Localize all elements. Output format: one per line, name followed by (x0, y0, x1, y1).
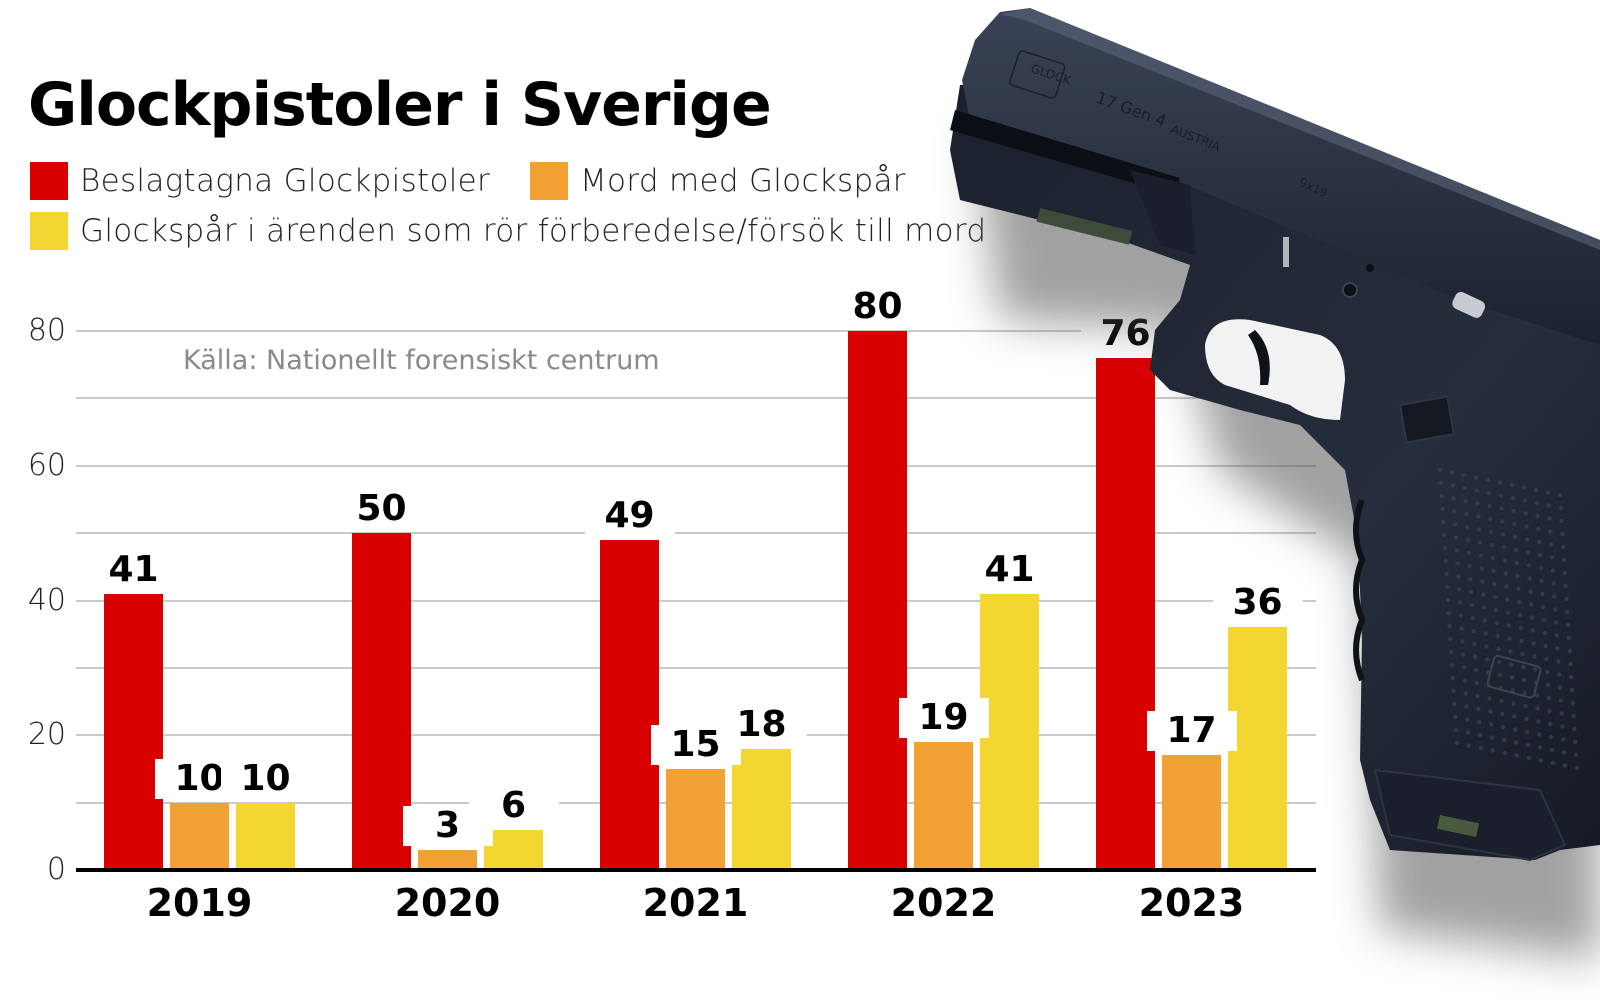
bar-value-label: 41 (88, 549, 179, 590)
legend-swatch-yellow (30, 212, 68, 250)
bar-2023-series-0 (1096, 357, 1155, 870)
bar-2021-series-1 (666, 768, 725, 870)
gridline (76, 464, 1316, 467)
bar-2019-series-1 (170, 802, 229, 870)
bar-value-label: 41 (964, 549, 1055, 590)
bar-value-label: 18 (716, 704, 807, 745)
legend-label: Beslagtagna Glockpistoler (80, 163, 491, 199)
bar-value-label: 6 (468, 785, 559, 826)
x-axis-tick-label: 2023 (1138, 881, 1245, 925)
legend-label: Glockspår i ärenden som rör förberedelse… (80, 213, 987, 249)
bar-value-label: 80 (832, 287, 923, 327)
chart-title: Glockpistoler i Sverige (28, 70, 772, 140)
gridline (76, 330, 1316, 332)
bar-value-label: 49 (584, 495, 675, 536)
legend-label: Mord med Glockspår (580, 163, 906, 199)
bar-2019-series-2 (236, 802, 295, 870)
y-axis-tick-label: 60 (27, 447, 66, 483)
gridline (76, 599, 1316, 602)
bar-2023-series-2 (1228, 627, 1287, 870)
legend-item-attempted-murder: Glockspår i ärenden som rör förberedelse… (30, 212, 986, 250)
gridline (76, 666, 1316, 669)
bar-value-label: 36 (1212, 583, 1303, 624)
bar-value-label: 15 (650, 724, 741, 765)
legend-item-murder: Mord med Glockspår (530, 162, 906, 200)
legend-swatch-orange (530, 162, 568, 200)
bar-2022-series-1 (914, 741, 973, 870)
bar-value-label: 17 (1146, 711, 1237, 752)
legend-swatch-red (30, 162, 68, 200)
legend-item-seized: Beslagtagna Glockpistoler (30, 162, 490, 200)
y-axis-tick-label: 0 (46, 852, 66, 887)
gridline (76, 532, 1316, 535)
bar-2019-series-0 (104, 593, 163, 870)
y-axis-tick-label: 20 (27, 717, 66, 753)
x-axis-line (76, 868, 1316, 872)
bar-2023-series-1 (1162, 755, 1221, 870)
bar-2021-series-0 (600, 539, 659, 870)
x-axis-tick-label: 2021 (642, 881, 749, 925)
bar-value-label: 19 (898, 697, 989, 738)
x-axis-tick-label: 2020 (394, 881, 501, 925)
y-axis-tick-label: 40 (27, 582, 66, 618)
gridline (76, 397, 1316, 400)
bar-2020-series-1 (418, 849, 477, 870)
bar-2022-series-0 (848, 331, 907, 870)
bar-value-label: 76 (1080, 313, 1171, 354)
source-note: Källa: Nationellt forensiskt centrum (181, 345, 662, 376)
bar-value-label: 10 (220, 758, 311, 799)
bar-2020-series-0 (352, 533, 411, 870)
x-axis-tick-label: 2022 (890, 881, 997, 925)
bar-2022-series-2 (980, 593, 1039, 870)
y-axis-tick-label: 80 (27, 313, 66, 348)
bar-value-label: 50 (336, 489, 427, 530)
bar-2021-series-2 (732, 748, 791, 870)
x-axis-tick-label: 2019 (146, 881, 253, 925)
bar-2020-series-2 (484, 829, 543, 870)
